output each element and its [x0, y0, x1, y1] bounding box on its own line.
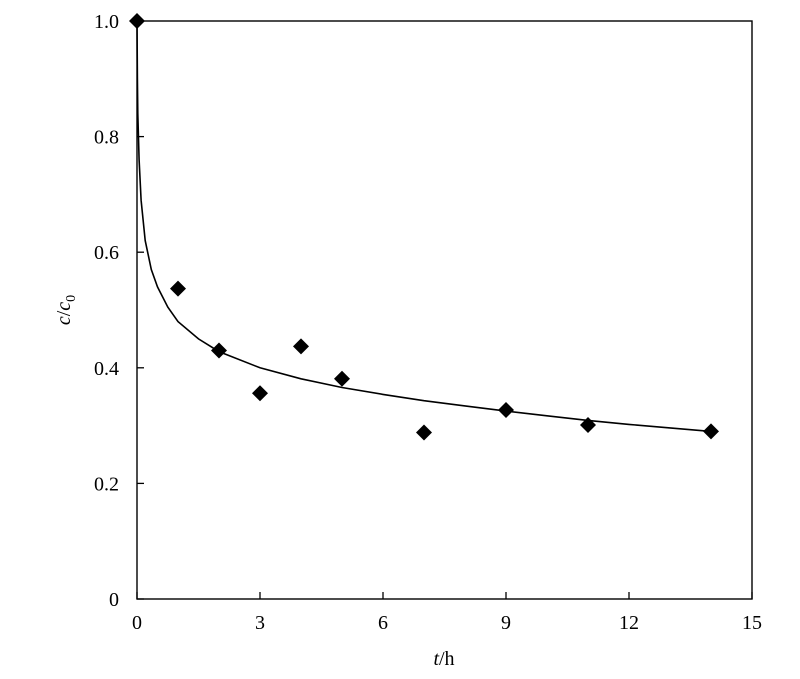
x-tick-label: 12 — [619, 612, 639, 634]
data-point — [170, 280, 186, 297]
x-tick-label: 0 — [132, 612, 142, 634]
x-tick-label: 6 — [378, 612, 388, 634]
data-point — [580, 417, 596, 434]
plot-frame — [136, 20, 753, 600]
y-axis-var2: c — [53, 302, 75, 311]
x-axis-ticks: 0 3 6 9 12 15 — [132, 592, 762, 634]
y-tick-label: 0.4 — [94, 358, 119, 380]
x-axis-title: t/h — [433, 648, 454, 670]
y-axis-title: c/c0 — [53, 295, 79, 325]
y-axis-var1: c — [53, 316, 75, 325]
fit-curve — [136, 20, 712, 433]
data-points-layer — [129, 13, 719, 441]
x-tick-label: 9 — [501, 612, 511, 634]
data-point — [252, 385, 268, 402]
data-point — [211, 342, 227, 359]
data-point — [334, 370, 350, 387]
x-tick-label: 15 — [742, 612, 762, 634]
y-axis-subscript: 0 — [64, 295, 79, 302]
data-point — [498, 401, 514, 418]
data-point — [416, 424, 432, 441]
y-tick-label: 1.0 — [94, 11, 119, 33]
y-tick-label: 0 — [109, 589, 119, 611]
y-tick-label: 0.8 — [94, 127, 119, 149]
y-tick-label: 0.6 — [94, 242, 119, 264]
fit-curve-layer — [136, 20, 712, 433]
x-axis-var: t — [433, 648, 439, 670]
data-point — [293, 338, 309, 355]
data-point — [129, 13, 145, 29]
y-tick-label: 0.2 — [94, 473, 119, 495]
x-axis-unit: /h — [439, 648, 455, 670]
x-tick-label: 3 — [255, 612, 265, 634]
y-axis-slash: / — [53, 310, 75, 316]
data-point — [703, 423, 719, 440]
